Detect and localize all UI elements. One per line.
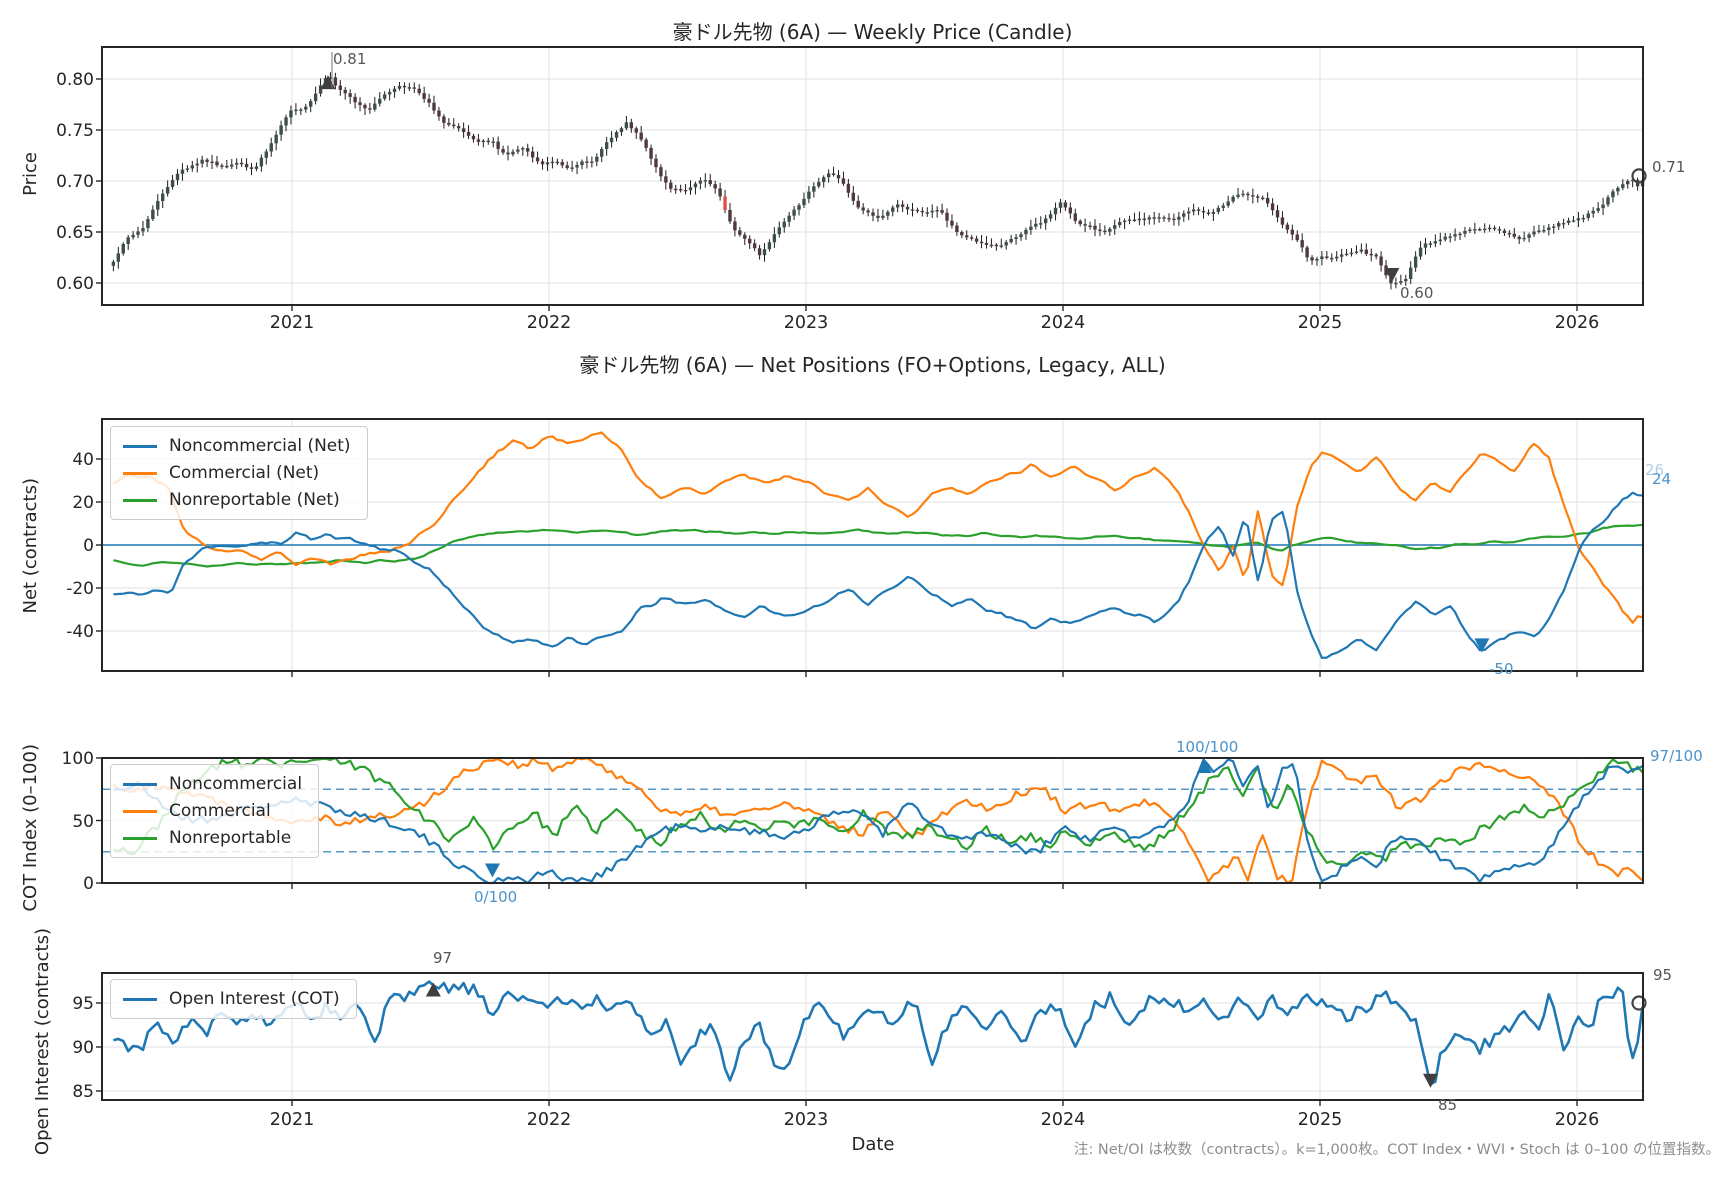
legend-item-commercial: Commercial [123, 801, 302, 821]
line-swatch-icon [123, 498, 157, 502]
x-axis-title: Date [851, 1134, 895, 1155]
legend-item-nonreportable-net: Nonreportable (Net) [123, 490, 351, 510]
legend-item-commercial-net: Commercial (Net) [123, 463, 351, 483]
net-y-tick: 20 [72, 493, 94, 513]
x-tick-year: 2022 [526, 313, 572, 333]
cot-last-annotation: 97/100 [1650, 747, 1703, 765]
net-low-annotation: -50 [1489, 660, 1514, 678]
price-panel-title: 豪ドル先物 (6A) — Weekly Price (Candle) [672, 20, 1073, 44]
price-y-tick: 0.60 [56, 274, 94, 294]
legend-item-open-interest: Open Interest (COT) [123, 989, 340, 1009]
cot-high-annotation: 100/100 [1176, 738, 1239, 756]
x-tick-year: 2024 [1040, 1110, 1086, 1130]
x-tick-year: 2022 [526, 1110, 572, 1130]
x-tick-year: 2026 [1554, 313, 1600, 333]
cot-legend: Noncommercial Commercial Nonreportable [110, 764, 320, 858]
net-legend: Noncommercial (Net) Commercial (Net) Non… [110, 426, 368, 520]
oi-y-tick: 90 [72, 1038, 94, 1058]
x-tick-year: 2023 [783, 1110, 829, 1130]
net-prev-annotation: 26 [1645, 461, 1665, 479]
legend-item-noncommercial: Noncommercial [123, 774, 302, 794]
x-tick-year: 2021 [269, 1110, 315, 1130]
legend-label: Nonreportable [169, 828, 292, 848]
legend-label: Nonreportable (Net) [169, 490, 340, 510]
price-peak-annotation: 0.81 [333, 50, 367, 68]
legend-label: Commercial (Net) [169, 463, 320, 483]
net-y-tick: 0 [83, 536, 94, 556]
chart-footnote: 注: Net/OI は枚数（contracts）。k=1,000枚。COT In… [1073, 1142, 1720, 1158]
oi-y-tick: 85 [72, 1082, 94, 1102]
x-tick-year: 2026 [1554, 1110, 1600, 1130]
cot-y-tick: 50 [72, 812, 94, 832]
legend-label: Noncommercial (Net) [169, 436, 351, 456]
price-y-tick: 0.65 [56, 223, 94, 243]
legend-item-nonreportable: Nonreportable [123, 828, 302, 848]
x-tick-year: 2024 [1040, 313, 1086, 333]
oi-high-annotation: 97 [433, 949, 453, 967]
line-swatch-icon [123, 444, 157, 448]
x-tick-year: 2025 [1297, 1110, 1343, 1130]
oi-y-tick: 95 [72, 994, 94, 1014]
x-tick-year: 2023 [783, 313, 829, 333]
price-low-annotation: 0.60 [1400, 284, 1434, 302]
x-tick-year: 2025 [1297, 313, 1343, 333]
legend-label: Commercial [169, 801, 271, 821]
net-y-tick: 40 [72, 450, 94, 470]
oi-last-annotation: 95 [1653, 966, 1673, 984]
line-swatch-icon [123, 782, 157, 786]
net-y-tick: -40 [66, 622, 94, 642]
cot-y-tick: 0 [83, 874, 94, 894]
price-y-tick: 0.70 [56, 172, 94, 192]
oi-low-annotation: 85 [1438, 1096, 1458, 1114]
cot-y-tick: 100 [61, 749, 94, 769]
line-swatch-icon [123, 809, 157, 813]
legend-item-noncommercial-net: Noncommercial (Net) [123, 436, 351, 456]
oi-legend: Open Interest (COT) [110, 979, 357, 1019]
line-swatch-icon [123, 836, 157, 840]
net-last-annotation: 24 [1652, 470, 1672, 488]
price-y-tick: 0.75 [56, 121, 94, 141]
price-y-tick: 0.80 [56, 70, 94, 90]
net-y-tick: -20 [66, 579, 94, 599]
x-tick-year: 2021 [269, 313, 315, 333]
cot-low-annotation: 0/100 [474, 888, 518, 906]
line-swatch-icon [123, 997, 157, 1001]
line-swatch-icon [123, 471, 157, 475]
price-last-annotation: 0.71 [1652, 158, 1686, 176]
net-panel-title: 豪ドル先物 (6A) — Net Positions (FO+Options, … [579, 353, 1166, 377]
legend-label: Noncommercial [169, 774, 303, 794]
legend-label: Open Interest (COT) [169, 989, 340, 1009]
